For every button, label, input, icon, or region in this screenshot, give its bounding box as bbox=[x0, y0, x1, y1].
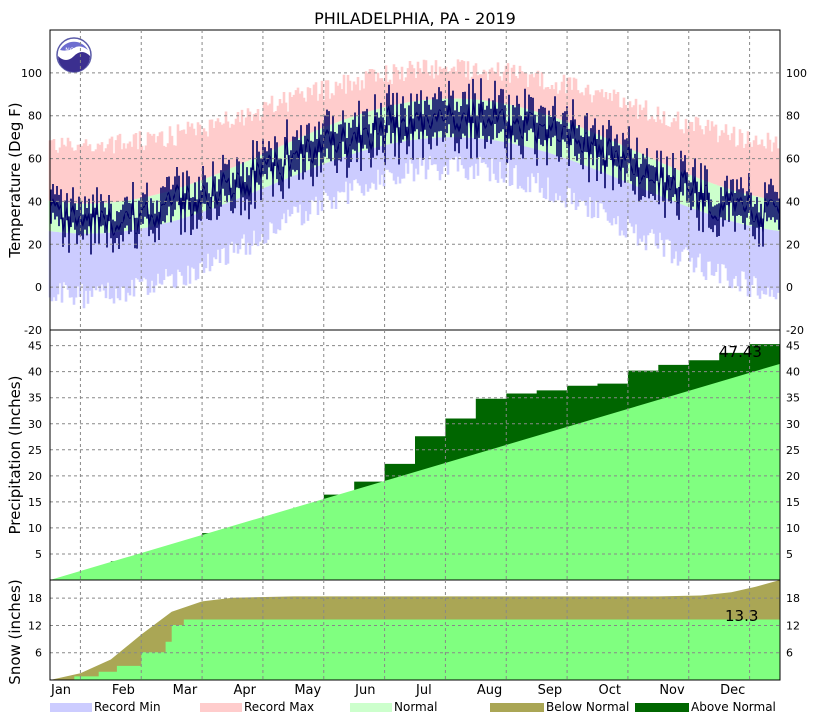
precip-tick-label-left: 5 bbox=[35, 548, 42, 561]
normal-precipitation-area bbox=[50, 363, 780, 580]
snow-tick-label-left: 12 bbox=[28, 619, 42, 632]
snow-tick-label-right: 12 bbox=[786, 619, 800, 632]
month-label: Jan bbox=[50, 683, 71, 698]
precip-tick-label-left: 10 bbox=[28, 522, 42, 535]
precip-tick-label-right: 10 bbox=[786, 522, 800, 535]
temp-tick-label-right: -20 bbox=[786, 324, 804, 337]
temp-tick-label-right: 0 bbox=[786, 281, 793, 294]
month-label: Sep bbox=[538, 683, 563, 698]
month-label: Nov bbox=[659, 683, 685, 698]
observed-snow-area bbox=[50, 619, 780, 680]
legend: Record Min Record Max Normal Below Normal Ab… bbox=[50, 700, 776, 714]
snow-tick-label-right: 6 bbox=[786, 647, 793, 660]
legend-label: Above Normal bbox=[691, 700, 776, 714]
month-label: Feb bbox=[112, 683, 135, 698]
legend-swatch bbox=[490, 703, 544, 712]
month-label: Mar bbox=[173, 683, 198, 698]
snow-tick-label-left: 6 bbox=[35, 647, 42, 660]
month-label: Dec bbox=[720, 683, 745, 698]
temp-tick-label-left: 100 bbox=[21, 67, 42, 80]
temp-tick-label-right: 100 bbox=[786, 67, 807, 80]
snow-axis-label: Snow (inches) bbox=[6, 579, 24, 684]
noaa-logo-icon: NOAA bbox=[56, 37, 92, 73]
temp-tick-label-right: 60 bbox=[786, 153, 800, 166]
precip-tick-label-right: 15 bbox=[786, 496, 800, 509]
precip-tick-label-left: 40 bbox=[28, 366, 42, 379]
precipitation-total-annotation: 47.43 bbox=[719, 343, 762, 361]
precipitation-panel: 5 5 10 10 15 15 20 20 25 25 30 30 35 35 40 40 45 45 bbox=[28, 329, 800, 581]
legend-label: Record Min bbox=[94, 700, 161, 714]
precip-tick-label-left: 35 bbox=[28, 392, 42, 405]
temp-tick-label-left: 0 bbox=[35, 281, 42, 294]
precip-tick-label-left: 15 bbox=[28, 496, 42, 509]
temp-tick-label-left: 60 bbox=[28, 153, 42, 166]
precip-tick-label-right: 30 bbox=[786, 418, 800, 431]
precip-tick-label-right: 25 bbox=[786, 444, 800, 457]
month-label: Jul bbox=[415, 683, 432, 698]
temp-tick-label-left: 40 bbox=[28, 195, 42, 208]
temp-tick-label-right: 20 bbox=[786, 238, 800, 251]
month-label: Apr bbox=[234, 683, 257, 698]
legend-swatch bbox=[200, 703, 242, 712]
legend-swatch bbox=[50, 703, 92, 712]
precip-tick-label-right: 45 bbox=[786, 340, 800, 353]
precip-tick-label-left: 45 bbox=[28, 340, 42, 353]
temperature-axis-label: Temperature (Deg F) bbox=[6, 102, 24, 258]
legend-swatch bbox=[350, 703, 392, 712]
precip-tick-label-right: 20 bbox=[786, 470, 800, 483]
month-axis: Jan Feb Mar Apr May Jun Jul Aug Sep Oct Nov Dec bbox=[50, 683, 745, 698]
temp-tick-label-right: 40 bbox=[786, 195, 800, 208]
precip-tick-label-left: 25 bbox=[28, 444, 42, 457]
month-label: Oct bbox=[599, 683, 621, 698]
observed-temperature-line bbox=[50, 100, 780, 238]
precip-tick-label-right: 40 bbox=[786, 366, 800, 379]
snow-panel: 6 6 12 12 18 18 bbox=[28, 579, 800, 681]
temp-tick-label-left: 80 bbox=[28, 110, 42, 123]
legend-swatch bbox=[635, 703, 689, 712]
snow-tick-label-right: 18 bbox=[786, 592, 800, 605]
month-label: May bbox=[294, 683, 321, 698]
chart-title: PHILADELPHIA, PA - 2019 bbox=[314, 9, 516, 28]
temp-tick-label-left: -20 bbox=[24, 324, 42, 337]
precip-tick-label-left: 20 bbox=[28, 470, 42, 483]
month-label: Aug bbox=[477, 683, 502, 698]
logo-text: NOAA bbox=[65, 47, 83, 54]
snow-total-annotation: 13.3 bbox=[725, 607, 758, 625]
temp-tick-label-left: 20 bbox=[28, 238, 42, 251]
legend-label: Normal bbox=[394, 700, 437, 714]
precip-tick-label-left: 30 bbox=[28, 418, 42, 431]
temperature-panel: -20 -20 0 0 20 20 40 40 60 60 80 80 100 100 bbox=[21, 29, 807, 337]
precip-tick-label-right: 35 bbox=[786, 392, 800, 405]
month-label: Jun bbox=[354, 683, 375, 698]
temp-tick-label-right: 80 bbox=[786, 110, 800, 123]
legend-label: Below Normal bbox=[546, 700, 629, 714]
precip-tick-label-right: 5 bbox=[786, 548, 793, 561]
precipitation-axis-label: Precipitation (Inches) bbox=[6, 376, 24, 535]
legend-label: Record Max bbox=[244, 700, 314, 714]
snow-frame bbox=[49, 579, 781, 681]
snow-tick-label-left: 18 bbox=[28, 592, 42, 605]
